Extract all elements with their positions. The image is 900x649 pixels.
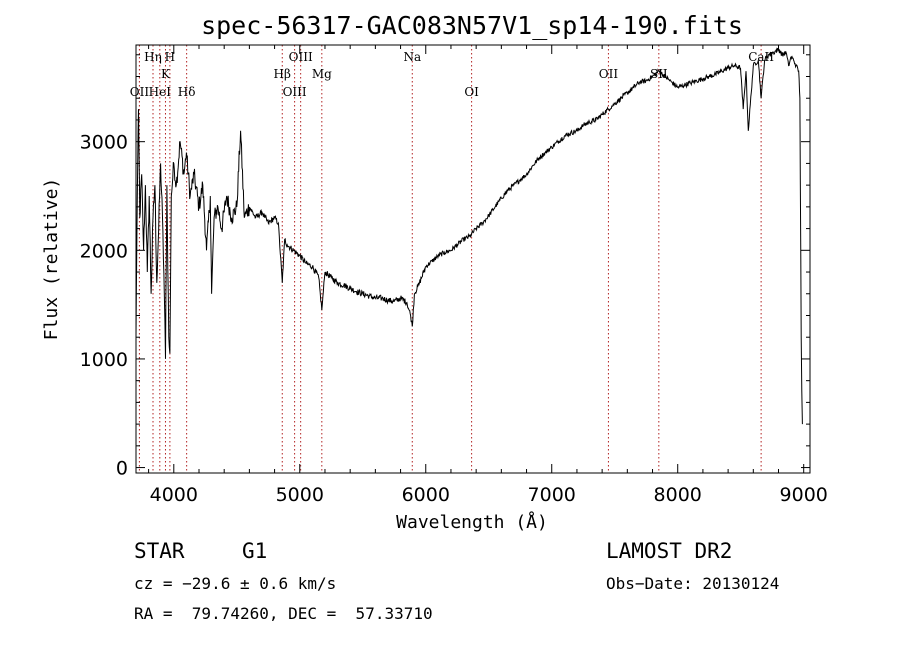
y-axis-label: Flux (relative)	[41, 178, 62, 341]
object-subclass: G1	[242, 539, 268, 563]
spectral-marker-label: OIII	[289, 50, 313, 64]
plot-frame	[135, 44, 811, 474]
spectrum-line	[135, 47, 803, 425]
x-tick-label: 5000	[276, 484, 324, 506]
x-tick-label: 6000	[402, 484, 450, 506]
y-tick-label: 0	[116, 458, 128, 480]
spectral-marker-label: SII	[650, 67, 668, 81]
x-tick-label: 9000	[780, 484, 828, 506]
coordinates: RA = 79.74260, DEC = 57.33710	[134, 604, 433, 623]
x-axis-ticks: 4000 5000 6000 7000 8000 9000	[148, 45, 828, 506]
spectral-marker-label: Hβ	[274, 67, 291, 81]
x-tick-label: 8000	[654, 484, 702, 506]
y-tick-label: 2000	[80, 240, 128, 262]
spectral-marker-label: OII	[130, 85, 150, 99]
observation-date: Obs−Date: 20130124	[606, 574, 780, 593]
spectral-line-markers	[138, 45, 762, 473]
spectral-marker-label: Hδ	[178, 85, 196, 99]
y-axis-ticks: 0 1000 2000 3000	[80, 54, 810, 480]
spectral-marker-label: Hη	[144, 50, 162, 64]
x-axis-label: Wavelength (Å)	[396, 511, 548, 533]
survey-name: LAMOST DR2	[606, 539, 733, 563]
spectral-marker-label: OII	[599, 67, 619, 81]
spectral-line-labels: OII Hη HeI KH Hδ Hβ OIII OIII Mg Na OI OII SII CaII	[130, 50, 775, 99]
redshift-value: cz = −29.6 ± 0.6 km/s	[134, 574, 337, 593]
chart-title: spec-56317-GAC083N57V1_sp14-190.fits	[201, 11, 743, 40]
spectral-marker-label: H	[165, 50, 175, 64]
x-tick-label: 4000	[150, 484, 198, 506]
x-tick-label: 7000	[528, 484, 576, 506]
spectral-marker-label: HeI	[149, 85, 172, 99]
spectral-marker-label: Mg	[312, 67, 332, 81]
spectral-marker-label: K	[161, 67, 171, 81]
spectral-marker-label: OI	[464, 85, 479, 99]
spectral-marker-label: Na	[403, 50, 421, 64]
spectral-marker-label: OIII	[283, 85, 307, 99]
y-tick-label: 1000	[80, 349, 128, 371]
object-class: STAR	[134, 539, 185, 563]
spectral-marker-label: CaII	[748, 50, 774, 64]
y-tick-label: 3000	[80, 132, 128, 154]
